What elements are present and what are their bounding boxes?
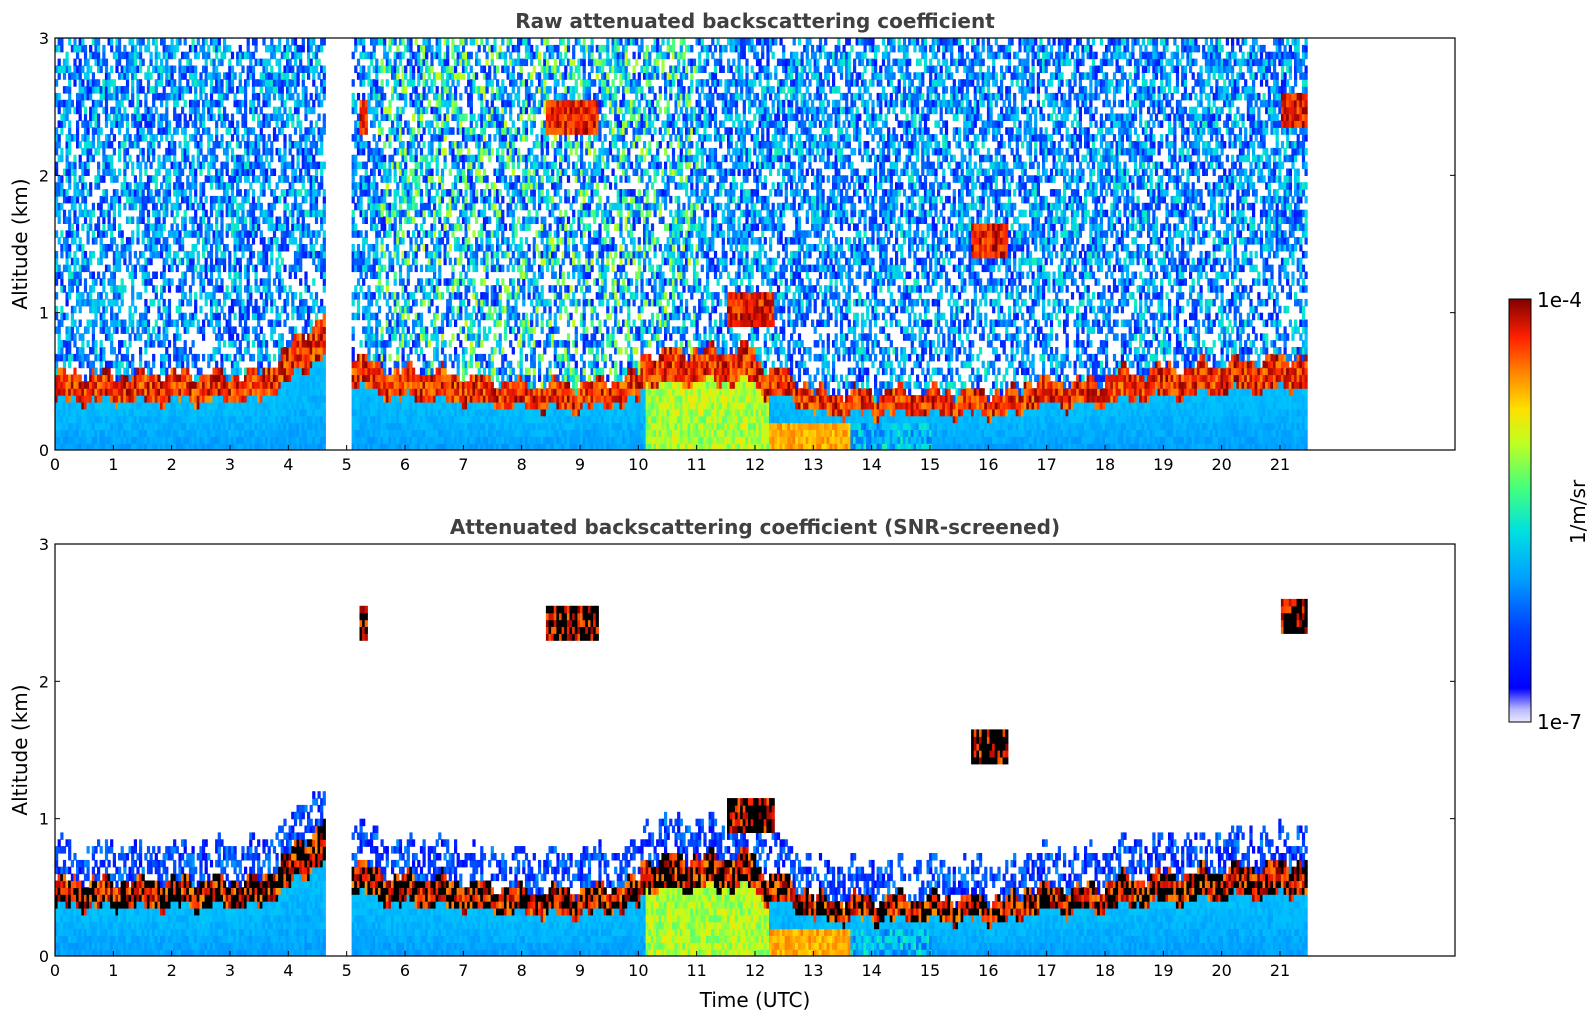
panel-raw-backscatter: Raw attenuated backscattering coefficien… [8,9,1456,474]
x-tick-label: 21 [1270,455,1290,474]
x-tick-label: 20 [1211,455,1231,474]
y-axis-label-raw: Altitude (km) [8,178,32,309]
x-tick-label: 21 [1270,961,1290,980]
x-axis-label: Time (UTC) [699,988,811,1012]
x-tick-label: 10 [628,455,648,474]
x-tick-label: 0 [50,455,60,474]
x-tick-label: 2 [167,455,177,474]
colorbar-min-label: 1e-7 [1537,710,1582,734]
x-tick-label: 12 [745,961,765,980]
x-tick-label: 10 [628,961,648,980]
colorbar: 1e-4 1e-7 1/m/sr [1508,288,1590,734]
y-tick-label: 3 [39,29,49,48]
y-tick-label: 0 [39,441,49,460]
x-tick-label: 7 [458,455,468,474]
x-tick-label: 12 [745,455,765,474]
x-tick-label: 9 [575,961,585,980]
x-tick-label: 17 [1036,961,1056,980]
x-tick-label: 16 [978,961,998,980]
x-tick-label: 15 [920,961,940,980]
y-axis-label-screened: Altitude (km) [8,684,32,815]
y-tick-label: 1 [39,304,49,323]
panel-title-raw: Raw attenuated backscattering coefficien… [515,9,995,33]
x-tick-label: 18 [1095,455,1115,474]
x-tick-label: 6 [400,961,410,980]
x-tick-label: 20 [1211,961,1231,980]
x-tick-label: 5 [342,455,352,474]
x-tick-label: 19 [1153,961,1173,980]
x-tick-label: 3 [225,455,235,474]
colorbar-unit-label: 1/m/sr [1566,479,1590,544]
x-tick-label: 3 [225,961,235,980]
x-tick-label: 16 [978,455,998,474]
x-tick-label: 8 [517,455,527,474]
x-tick-label: 1 [108,455,118,474]
y-tick-label: 2 [39,166,49,185]
x-tick-label: 19 [1153,455,1173,474]
x-tick-label: 14 [861,961,881,980]
y-tick-label: 3 [39,535,49,554]
x-tick-label: 17 [1036,455,1056,474]
x-tick-label: 18 [1095,961,1115,980]
x-tick-label: 5 [342,961,352,980]
x-tick-label: 13 [803,455,823,474]
x-tick-label: 1 [108,961,118,980]
x-tick-label: 0 [50,961,60,980]
y-tick-label: 2 [39,672,49,691]
x-tick-label: 8 [517,961,527,980]
heatmap-cells [55,598,1308,956]
y-tick-label: 1 [39,810,49,829]
x-tick-label: 7 [458,961,468,980]
heatmap-cells [55,38,1308,450]
x-tick-label: 14 [861,455,881,474]
x-tick-label: 4 [283,455,293,474]
panel-title-screened: Attenuated backscattering coefficient (S… [450,515,1060,539]
panel-snr-screened: Attenuated backscattering coefficient (S… [8,515,1456,1012]
x-tick-label: 15 [920,455,940,474]
colorbar-max-label: 1e-4 [1537,288,1582,312]
y-tick-label: 0 [39,947,49,966]
x-tick-label: 11 [686,455,706,474]
x-tick-label: 4 [283,961,293,980]
x-tick-label: 11 [686,961,706,980]
heatmap-area-screened [55,598,1308,956]
colorbar-gradient [1508,298,1532,723]
x-tick-label: 13 [803,961,823,980]
x-tick-label: 6 [400,455,410,474]
x-tick-label: 9 [575,455,585,474]
heatmap-area-raw [55,38,1308,450]
x-tick-label: 2 [167,961,177,980]
